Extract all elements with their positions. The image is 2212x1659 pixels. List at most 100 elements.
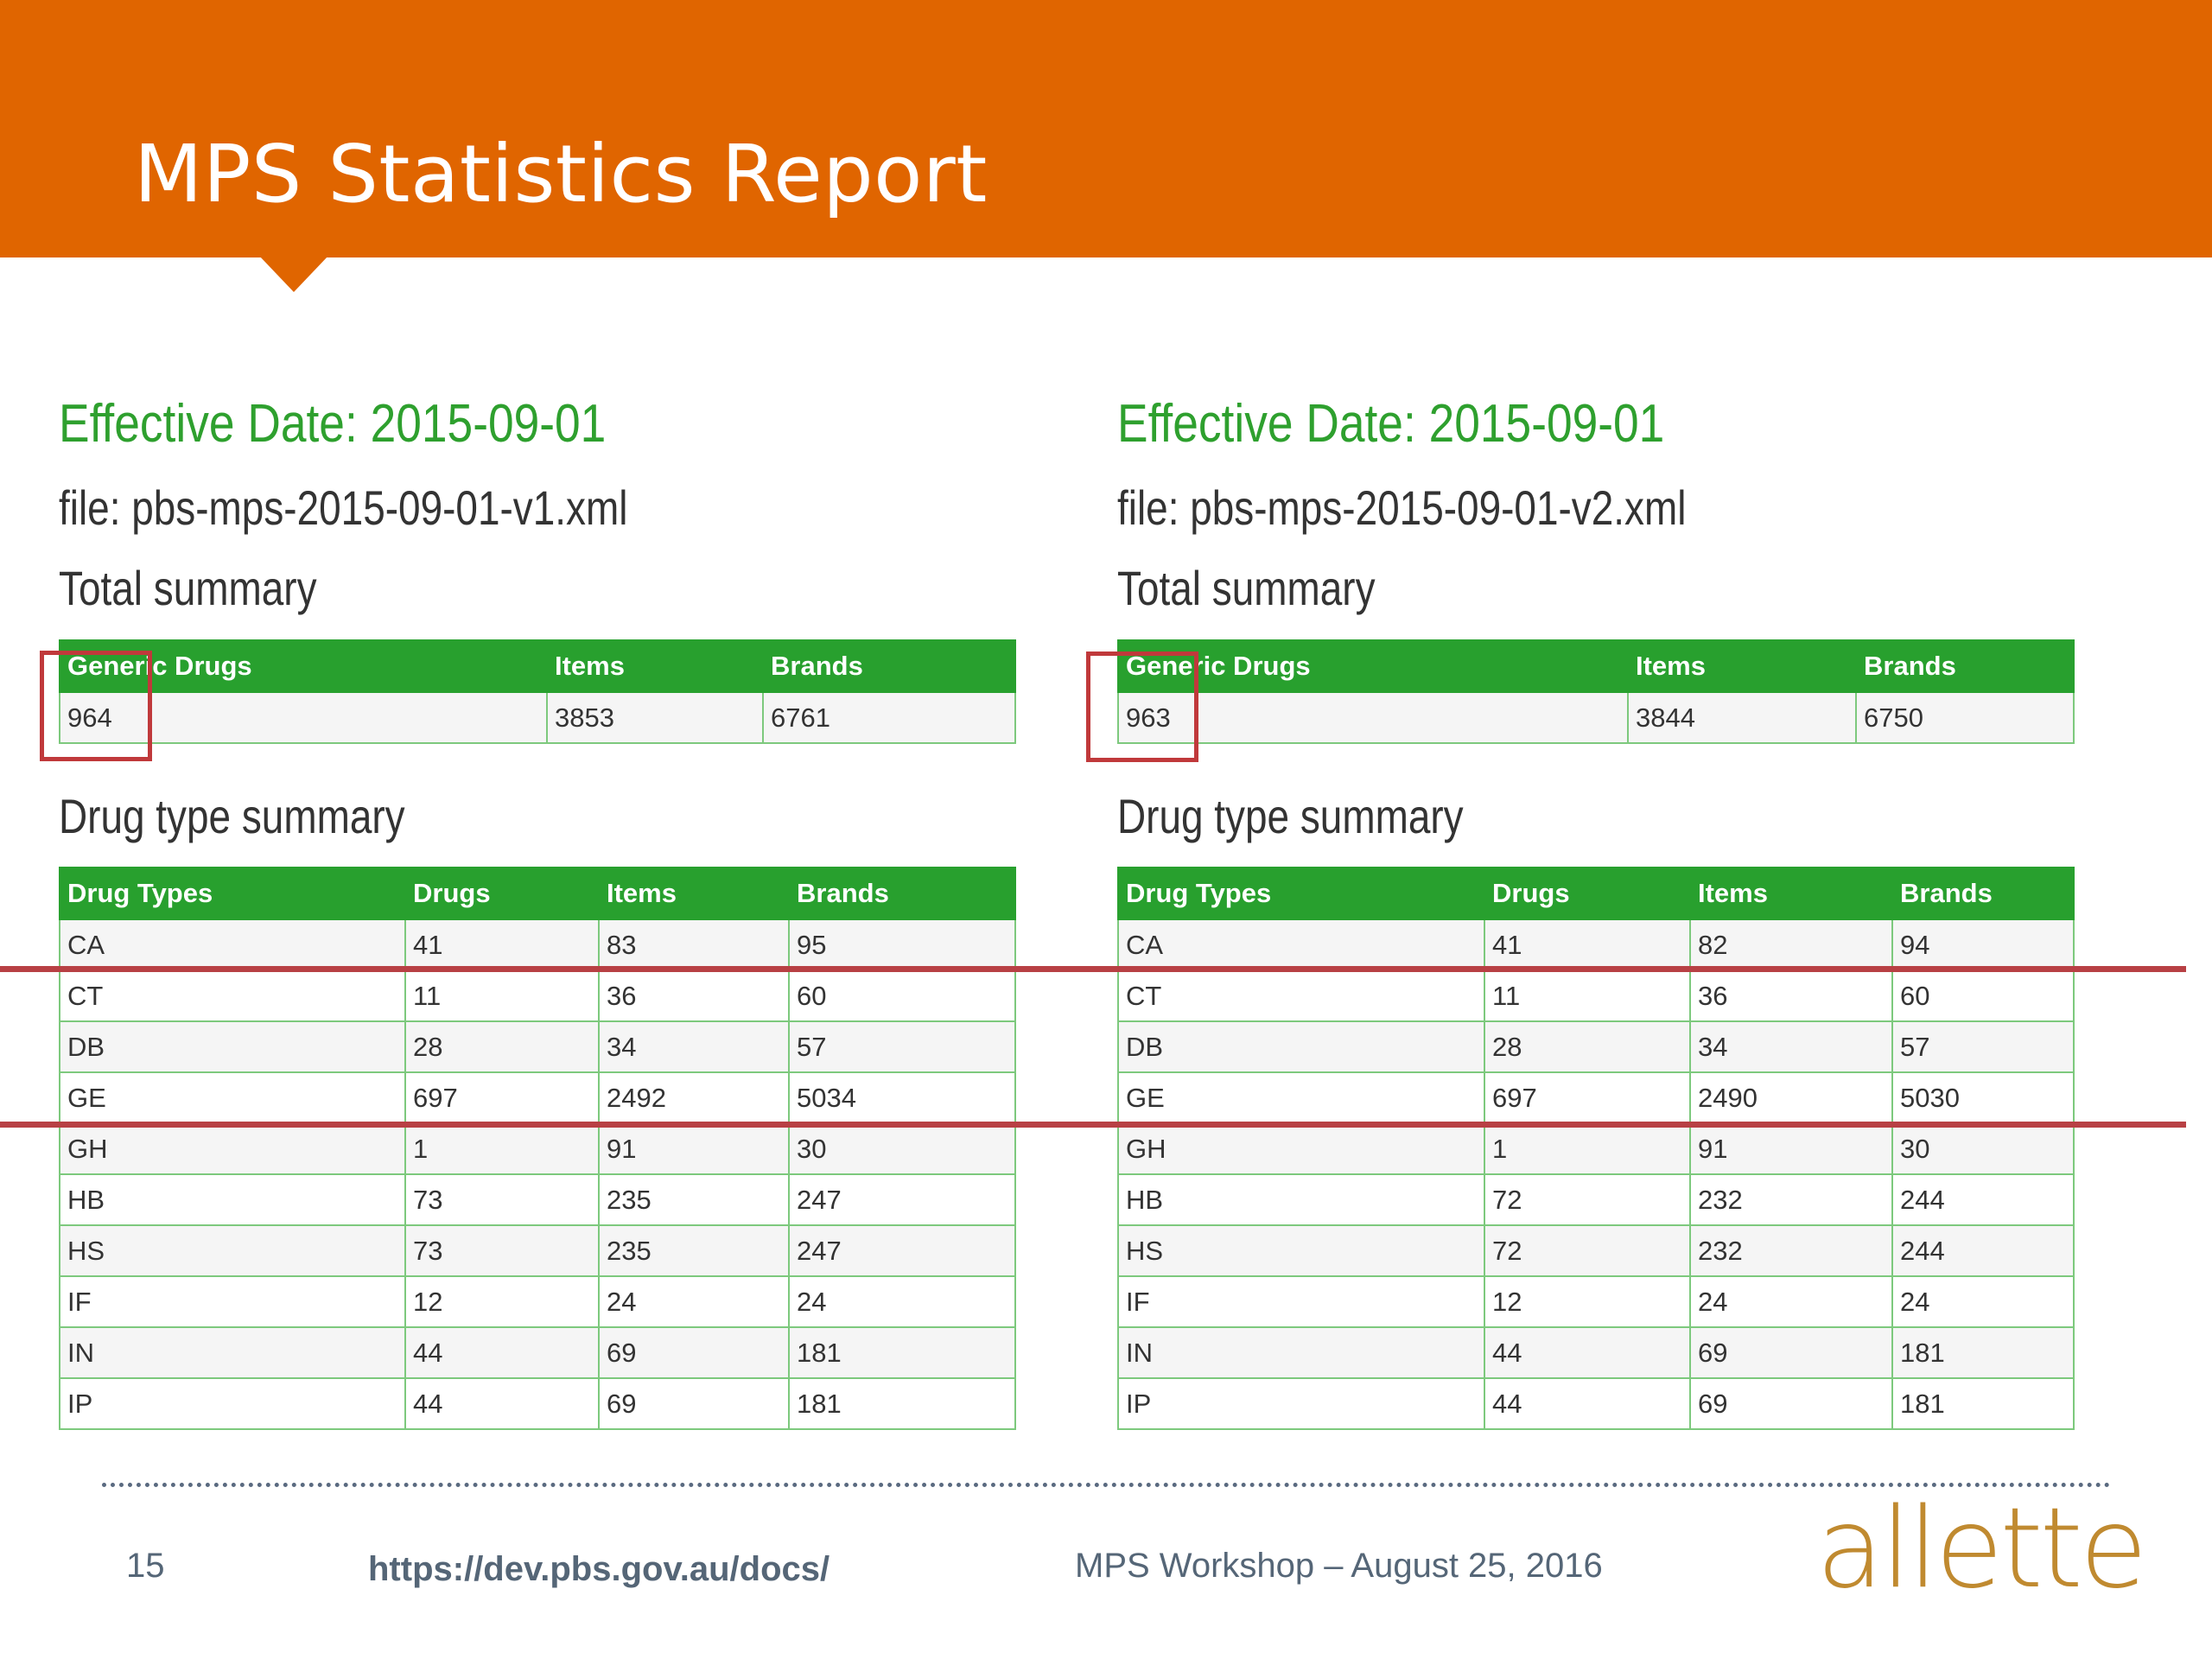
table-cell: 3844 bbox=[1627, 691, 1857, 744]
table-cell: HB bbox=[1117, 1173, 1485, 1226]
table-cell: 232 bbox=[1689, 1224, 1893, 1277]
table-cell: 95 bbox=[788, 918, 1016, 971]
table-cell: 44 bbox=[1484, 1377, 1691, 1430]
drug-type-summary-title: Drug type summary bbox=[59, 789, 405, 843]
file-name: file: pbs-mps-2015-09-01-v1.xml bbox=[59, 480, 628, 535]
table-row: CT 11 36 60 bbox=[59, 969, 1016, 1022]
table-cell: 41 bbox=[404, 918, 600, 971]
table-cell: 232 bbox=[1689, 1173, 1893, 1226]
table-cell: 73 bbox=[404, 1224, 600, 1277]
table-cell: 6750 bbox=[1855, 691, 2075, 744]
column-header: Drugs bbox=[404, 867, 600, 920]
table-row: HB 72 232 244 bbox=[1117, 1173, 2075, 1226]
table-row: HS 72 232 244 bbox=[1117, 1224, 2075, 1277]
table-cell: 82 bbox=[1689, 918, 1893, 971]
table-header-row: Drug Types Drugs Items Brands bbox=[1117, 867, 2075, 920]
table-cell: 963 bbox=[1117, 691, 1629, 744]
table-cell: 247 bbox=[788, 1173, 1016, 1226]
table-cell: HS bbox=[1117, 1224, 1485, 1277]
highlight-box bbox=[1086, 652, 1198, 762]
table-row: IF 12 24 24 bbox=[1117, 1275, 2075, 1328]
table-cell: 41 bbox=[1484, 918, 1691, 971]
table-cell: 244 bbox=[1891, 1173, 2075, 1226]
table-row: CA 41 83 95 bbox=[59, 918, 1016, 971]
table-cell: 44 bbox=[404, 1326, 600, 1379]
table-cell: 91 bbox=[1689, 1122, 1893, 1175]
table-cell: 30 bbox=[788, 1122, 1016, 1175]
table-cell: 28 bbox=[1484, 1020, 1691, 1073]
highlight-line-top bbox=[0, 966, 2186, 972]
footer-divider bbox=[102, 1483, 2111, 1487]
table-cell: 2492 bbox=[598, 1071, 790, 1124]
table-cell: 69 bbox=[598, 1377, 790, 1430]
table-cell: GE bbox=[1117, 1071, 1485, 1124]
table-row: IN 44 69 181 bbox=[59, 1326, 1016, 1379]
column-header: Items bbox=[546, 639, 764, 693]
table-cell: GE bbox=[59, 1071, 406, 1124]
table-cell: 964 bbox=[59, 691, 548, 744]
table-row: GH 1 91 30 bbox=[1117, 1122, 2075, 1175]
effective-date-heading: Effective Date: 2015-09-01 bbox=[1117, 394, 1665, 454]
table-cell: 697 bbox=[1484, 1071, 1691, 1124]
event-caption: MPS Workshop – August 25, 2016 bbox=[1075, 1547, 1603, 1585]
table-cell: 44 bbox=[1484, 1326, 1691, 1379]
header-notch bbox=[259, 256, 328, 292]
table-row: 963 3844 6750 bbox=[1117, 691, 2075, 744]
drug-type-table: Drug Types Drugs Items Brands CA 41 83 95 C… bbox=[59, 867, 1016, 1430]
table-cell: 24 bbox=[598, 1275, 790, 1328]
table-cell: DB bbox=[1117, 1020, 1485, 1073]
table-cell: 57 bbox=[1891, 1020, 2075, 1073]
table-row: GH 1 91 30 bbox=[59, 1122, 1016, 1175]
table-cell: GH bbox=[59, 1122, 406, 1175]
table-cell: 3853 bbox=[546, 691, 764, 744]
table-cell: 60 bbox=[1891, 969, 2075, 1022]
page-number: 15 bbox=[126, 1547, 165, 1585]
column-header: Brands bbox=[1891, 867, 2075, 920]
table-cell: CA bbox=[59, 918, 406, 971]
table-cell: 57 bbox=[788, 1020, 1016, 1073]
table-cell: 34 bbox=[1689, 1020, 1893, 1073]
table-cell: 72 bbox=[1484, 1173, 1691, 1226]
table-cell: 28 bbox=[404, 1020, 600, 1073]
table-cell: 247 bbox=[788, 1224, 1016, 1277]
table-row: CT 11 36 60 bbox=[1117, 969, 2075, 1022]
table-cell: 73 bbox=[404, 1173, 600, 1226]
table-cell: 235 bbox=[598, 1224, 790, 1277]
table-cell: 24 bbox=[1689, 1275, 1893, 1328]
effective-date-heading: Effective Date: 2015-09-01 bbox=[59, 394, 607, 454]
table-cell: 69 bbox=[1689, 1377, 1893, 1430]
total-summary-title: Total summary bbox=[59, 561, 317, 615]
highlight-line-bottom bbox=[0, 1122, 2186, 1128]
column-header: Generic Drugs bbox=[59, 639, 548, 693]
total-summary-title: Total summary bbox=[1117, 561, 1376, 615]
column-header: Drugs bbox=[1484, 867, 1691, 920]
total-summary-table: Generic Drugs Items Brands 964 3853 6761 bbox=[59, 639, 1016, 744]
table-cell: 36 bbox=[1689, 969, 1893, 1022]
docs-link[interactable]: https://dev.pbs.gov.au/docs/ bbox=[368, 1550, 830, 1588]
table-cell: 2490 bbox=[1689, 1071, 1893, 1124]
table-cell: 12 bbox=[404, 1275, 600, 1328]
table-cell: CT bbox=[1117, 969, 1485, 1022]
column-header: Brands bbox=[762, 639, 1016, 693]
table-cell: 60 bbox=[788, 969, 1016, 1022]
table-cell: IF bbox=[59, 1275, 406, 1328]
table-row: IN 44 69 181 bbox=[1117, 1326, 2075, 1379]
column-header: Drug Types bbox=[59, 867, 406, 920]
table-cell: GH bbox=[1117, 1122, 1485, 1175]
table-row: HB 73 235 247 bbox=[59, 1173, 1016, 1226]
table-cell: 244 bbox=[1891, 1224, 2075, 1277]
table-cell: 44 bbox=[404, 1377, 600, 1430]
column-header: Items bbox=[598, 867, 790, 920]
highlight-box bbox=[40, 651, 152, 761]
drug-type-table: Drug Types Drugs Items Brands CA 41 82 94 C… bbox=[1117, 867, 2075, 1430]
table-cell: 1 bbox=[404, 1122, 600, 1175]
table-row: GE 697 2492 5034 bbox=[59, 1071, 1016, 1124]
table-row: 964 3853 6761 bbox=[59, 691, 1016, 744]
column-header: Brands bbox=[1855, 639, 2075, 693]
table-cell: 24 bbox=[1891, 1275, 2075, 1328]
table-cell: 181 bbox=[1891, 1377, 2075, 1430]
table-row: DB 28 34 57 bbox=[1117, 1020, 2075, 1073]
allette-logo: allette bbox=[1816, 1484, 2147, 1613]
table-cell: 36 bbox=[598, 969, 790, 1022]
table-cell: 11 bbox=[404, 969, 600, 1022]
